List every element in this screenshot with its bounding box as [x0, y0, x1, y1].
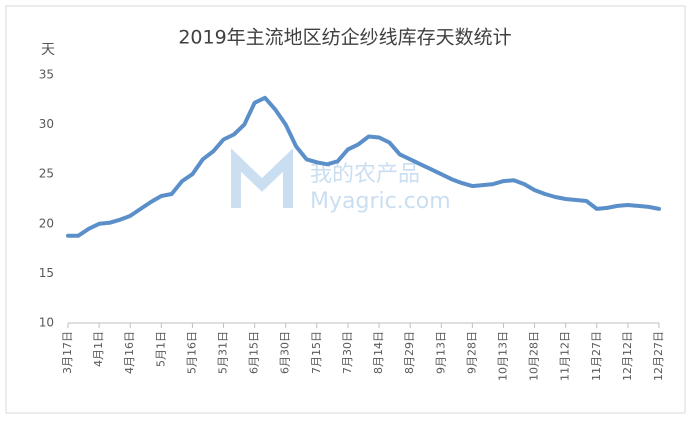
x-tick-label: 5月31日: [217, 331, 230, 374]
x-tick-label: 5月16日: [185, 331, 198, 374]
x-tick-label: 4月16日: [123, 331, 136, 374]
x-tick-label: 10月13日: [496, 331, 509, 381]
x-tick-label: 5月1日: [154, 331, 167, 367]
x-tick-label: 4月1日: [92, 331, 105, 367]
x-tick-label: 7月30日: [341, 331, 354, 374]
x-tick-label: 7月15日: [310, 331, 323, 374]
x-tick-label: 8月14日: [372, 331, 385, 374]
y-tick-label: 15: [39, 266, 54, 280]
y-axis-label: 天: [41, 42, 55, 58]
x-tick-label: 8月29日: [403, 331, 416, 374]
x-tick-label: 11月12日: [559, 331, 572, 381]
x-tick-label: 9月13日: [434, 331, 447, 374]
x-tick-label: 6月15日: [248, 331, 261, 374]
chart-title: 2019年主流地区纺企纱线库存天数统计: [178, 27, 511, 49]
watermark-logo: [231, 148, 293, 208]
data-line: [66, 95, 661, 238]
y-tick-label: 20: [39, 216, 54, 230]
watermark-text: Myagric.com: [310, 189, 451, 214]
watermark: 我的农产品 Myagric.com: [231, 148, 451, 214]
x-tick-label: 6月30日: [279, 331, 292, 374]
chart-frame: [5, 5, 686, 414]
x-tick-label: 12月27日: [652, 331, 665, 381]
watermark-text: 我的农产品: [310, 162, 420, 187]
y-tick-label: 30: [39, 117, 54, 131]
x-tick-label: 9月28日: [465, 331, 478, 374]
x-tick-label: 3月17日: [61, 331, 74, 374]
y-tick-label: 25: [39, 167, 54, 181]
x-tick-label: 10月28日: [528, 331, 541, 381]
y-tick-label: 10: [39, 316, 54, 330]
x-tick-label: 12月12日: [621, 331, 634, 381]
x-tick-label: 11月27日: [590, 331, 603, 381]
y-tick-label: 35: [39, 68, 54, 82]
